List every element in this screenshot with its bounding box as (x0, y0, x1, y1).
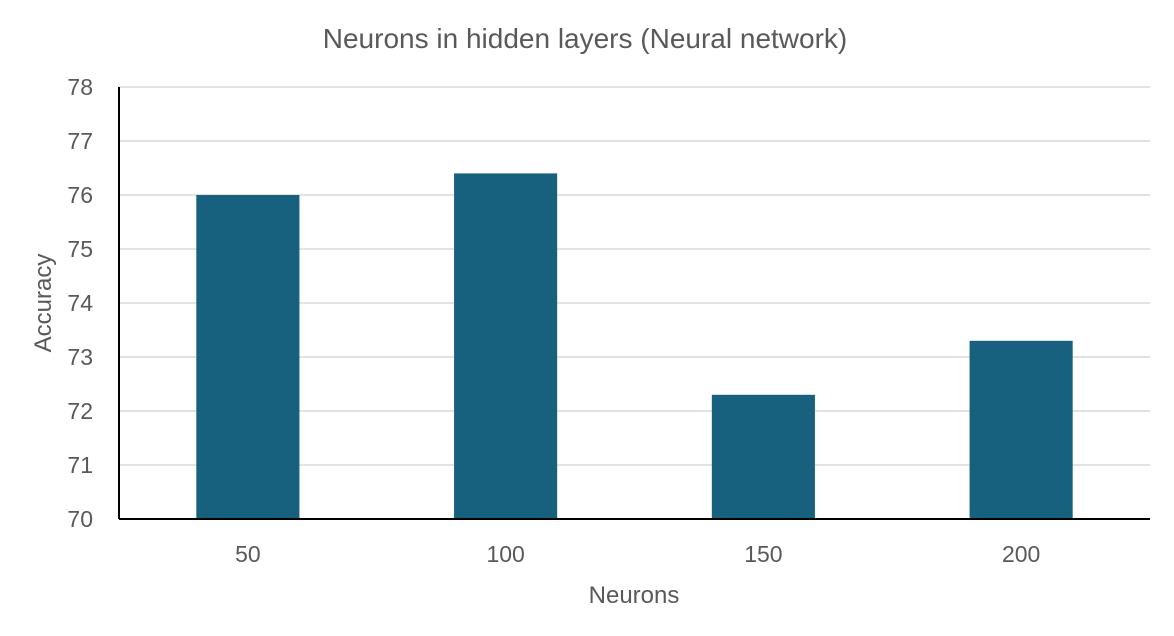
x-tick-label: 150 (744, 541, 782, 567)
bar-50 (196, 195, 300, 519)
y-tick-label: 74 (67, 290, 93, 316)
y-tick-label: 72 (67, 398, 93, 424)
y-axis-title: Accuracy (30, 254, 57, 353)
y-tick-label: 76 (67, 182, 93, 208)
y-tick-label: 70 (67, 506, 93, 532)
y-tick-label: 73 (67, 344, 93, 370)
bar-200 (969, 340, 1073, 519)
bar-150 (711, 394, 815, 519)
y-tick-label: 78 (67, 74, 93, 100)
bars (196, 173, 1073, 519)
x-tick-label: 100 (486, 541, 524, 567)
y-tick-label: 71 (67, 452, 93, 478)
chart-title: Neurons in hidden layers (Neural network… (323, 23, 847, 54)
x-tick-labels: 50 100 150 200 (235, 541, 1040, 567)
y-tick-label: 75 (67, 236, 93, 262)
x-tick-label: 50 (235, 541, 261, 567)
y-tick-labels: 70 71 72 73 74 75 76 77 78 (67, 74, 93, 532)
y-tick-label: 77 (67, 128, 93, 154)
x-axis-title: Neurons (589, 582, 680, 609)
bar-100 (454, 173, 558, 519)
x-tick-label: 200 (1002, 541, 1040, 567)
